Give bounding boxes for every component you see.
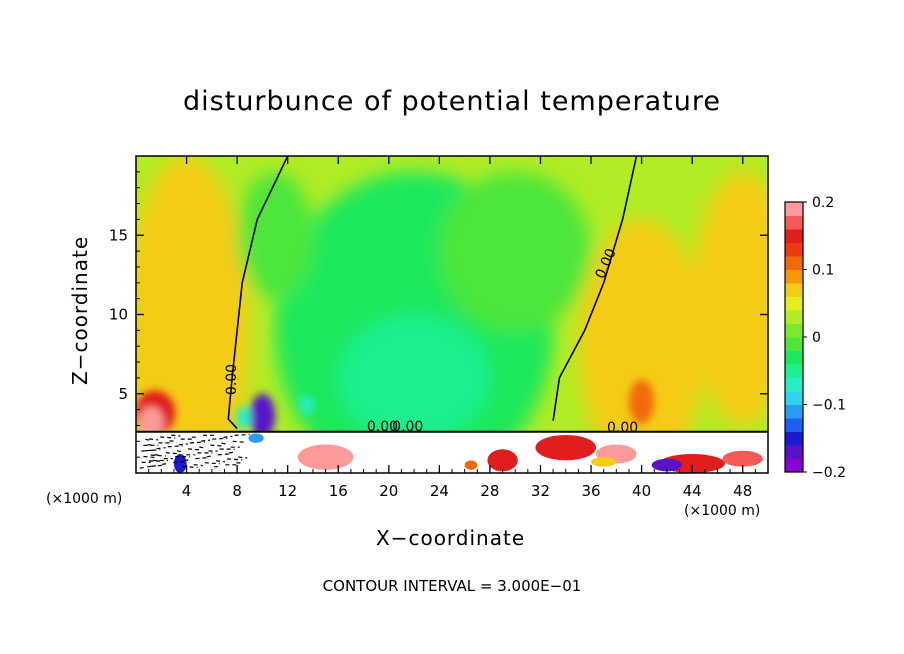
contour-label: 0.00 <box>392 419 423 435</box>
colorbar-swatch <box>785 202 803 216</box>
min-x10 <box>249 393 276 439</box>
colorbar-swatch <box>785 458 803 473</box>
x-tick-label: 16 <box>329 482 348 500</box>
y-tick-label: 15 <box>109 226 128 244</box>
contour-label: 0.00 <box>607 420 638 436</box>
x-tick-label: 4 <box>182 482 192 500</box>
min-x13 <box>299 395 315 415</box>
x-tick-label: 24 <box>430 482 449 500</box>
y-tick-label: 10 <box>109 306 128 324</box>
x-tick-label: 40 <box>632 482 651 500</box>
contour-label: 0.00 <box>224 364 240 395</box>
chart-title: disturbunce of potential temperature <box>183 86 721 117</box>
colorbar-swatch <box>785 364 803 378</box>
min-x8 <box>235 406 252 429</box>
colorbar-swatch <box>785 283 803 297</box>
colorbar-swatch <box>785 323 803 338</box>
colorbar-swatch <box>785 296 803 311</box>
max-left-core <box>138 406 164 439</box>
x-tick-label: 20 <box>379 482 398 500</box>
colorbar-tick-label: −0.1 <box>812 398 846 414</box>
zero-contour-left <box>227 156 289 430</box>
surface-spot <box>173 453 187 473</box>
contour-label: 0.00 <box>367 419 398 435</box>
colorbar-swatch <box>785 215 803 230</box>
surface-spot <box>487 449 518 472</box>
surface-spot <box>722 450 763 467</box>
surface-spot <box>651 458 683 472</box>
field-anomalies <box>136 156 768 473</box>
x-tick-label: 48 <box>733 482 752 500</box>
x-tick-label: 36 <box>581 482 600 500</box>
blob-right-positive <box>578 219 705 473</box>
blob-far-right-positive <box>692 171 768 426</box>
colorbar-swatch <box>785 310 803 324</box>
zero-contour-right <box>552 156 638 421</box>
colorbar-swatch <box>785 337 803 351</box>
blob-upper-mid <box>439 171 592 331</box>
x-tick-label: 28 <box>480 482 499 500</box>
colorbar-tick-label: 0 <box>812 330 821 346</box>
surface-spot <box>591 457 617 467</box>
colorbar-swatch <box>785 391 803 405</box>
surface-spot <box>464 460 478 470</box>
x-tick-label: 8 <box>232 482 242 500</box>
surface-spot <box>248 433 264 443</box>
field-near-surface <box>136 379 655 439</box>
blob-upper-left <box>237 171 313 299</box>
colorbar-swatch <box>785 350 803 365</box>
colorbar-swatch <box>785 404 803 419</box>
x-unit-label-left: (×1000 m) <box>46 491 123 507</box>
colorbar-swatch <box>785 269 803 284</box>
x-tick-label: 32 <box>531 482 550 500</box>
x-tick-label: 44 <box>683 482 702 500</box>
surface-spot <box>297 444 354 470</box>
x-axis-label: X−coordinate <box>376 526 526 550</box>
colorbar-tick-label: 0.1 <box>812 263 834 279</box>
colorbar-swatch <box>785 229 803 243</box>
max-x40 <box>628 379 655 424</box>
contour-interval-note: CONTOUR INTERVAL = 3.000E−01 <box>322 577 582 595</box>
x-unit-label-right: (×1000 m) <box>684 503 761 519</box>
colorbar-swatch <box>785 377 803 392</box>
colorbar-tick-label: 0.2 <box>812 195 834 211</box>
colorbar-swatch <box>785 256 803 270</box>
colorbar-swatch <box>785 242 803 257</box>
blob-central-minimum <box>338 314 490 442</box>
colorbar-swatch <box>785 418 803 432</box>
surface-contour-scribble <box>139 433 250 469</box>
colorbar-swatch <box>785 431 803 446</box>
surface-spot <box>535 434 597 461</box>
colorbar-tick-label: −0.2 <box>812 465 846 481</box>
x-tick-label: 12 <box>278 482 297 500</box>
colorbar-swatch <box>785 445 803 459</box>
y-tick-label: 5 <box>118 385 128 403</box>
